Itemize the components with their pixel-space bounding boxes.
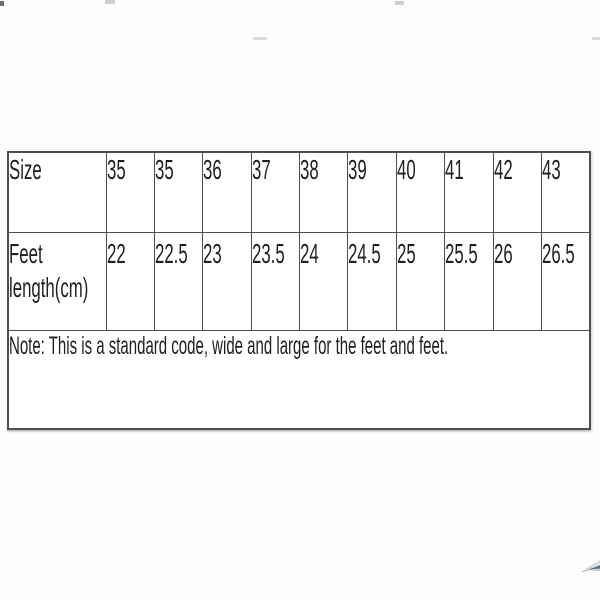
feet-length-value: 22 bbox=[106, 237, 126, 269]
feet-length-value: 25.5 bbox=[445, 237, 478, 269]
feet-length-cell: 26 bbox=[492, 231, 543, 331]
size-row: Size 35 35 36 37 38 39 40 41 42 43 bbox=[7, 151, 591, 233]
note-cell: Note: This is a standard code, wide and … bbox=[7, 329, 591, 430]
feet-length-cell: 25 bbox=[395, 231, 446, 331]
feet-length-cell: 23 bbox=[202, 231, 252, 331]
feet-length-value: 26.5 bbox=[542, 237, 575, 269]
note-text: Note: This is a standard code, wide and … bbox=[9, 331, 449, 360]
size-value: 42 bbox=[493, 154, 513, 185]
size-value-cell: 35 bbox=[105, 151, 155, 233]
feet-length-row: Feet length(cm) 22 22.5 23 23.5 24 24.5 … bbox=[7, 231, 591, 331]
arrow-artifact bbox=[582, 560, 600, 573]
size-value: 36 bbox=[203, 154, 222, 185]
size-value-cell: 36 bbox=[202, 151, 252, 233]
size-value: 35 bbox=[154, 154, 174, 185]
feet-length-value: 23.5 bbox=[251, 237, 285, 269]
feet-length-cell: 25.5 bbox=[444, 231, 494, 331]
smudge-artifact bbox=[395, 1, 404, 5]
feet-length-cell: 23.5 bbox=[250, 231, 301, 331]
feet-length-cell: 24 bbox=[299, 231, 349, 331]
size-row-label: Size bbox=[9, 154, 42, 185]
note-row: Note: This is a standard code, wide and … bbox=[7, 329, 591, 430]
feet-row-label-line1: Feet bbox=[9, 237, 43, 269]
size-value-cell: 35 bbox=[153, 151, 204, 233]
size-value-cell: 42 bbox=[492, 151, 543, 233]
feet-length-value: 26 bbox=[493, 237, 513, 269]
size-row-label-cell: Size bbox=[7, 151, 107, 233]
size-value-cell: 41 bbox=[444, 151, 494, 233]
size-value: 40 bbox=[396, 154, 416, 185]
feet-length-cell: 24.5 bbox=[347, 231, 397, 331]
feet-length-value: 24 bbox=[300, 237, 319, 269]
feet-length-value: 25 bbox=[396, 237, 416, 269]
feet-length-value: 24.5 bbox=[348, 237, 382, 269]
size-value: 43 bbox=[542, 154, 561, 185]
size-value-cell: 40 bbox=[395, 151, 446, 233]
feet-length-value: 22.5 bbox=[154, 237, 188, 269]
dash-artifact bbox=[253, 37, 267, 40]
smudge-artifact bbox=[105, 0, 115, 4]
size-value: 37 bbox=[251, 154, 271, 185]
size-chart-table: Size 35 35 36 37 38 39 40 41 42 43 Feet … bbox=[7, 151, 591, 430]
size-value: 35 bbox=[106, 154, 126, 185]
size-value: 39 bbox=[348, 154, 368, 185]
dash-artifact bbox=[592, 37, 600, 40]
feet-length-cell: 26.5 bbox=[541, 231, 591, 331]
feet-row-label-cell: Feet length(cm) bbox=[7, 231, 107, 331]
size-value-cell: 37 bbox=[250, 151, 301, 233]
size-value: 41 bbox=[445, 154, 464, 185]
size-value-cell: 39 bbox=[347, 151, 397, 233]
size-value-cell: 43 bbox=[541, 151, 591, 233]
feet-length-value: 23 bbox=[203, 237, 222, 269]
feet-length-cell: 22.5 bbox=[153, 231, 204, 331]
size-value-cell: 38 bbox=[299, 151, 349, 233]
feet-length-cell: 22 bbox=[105, 231, 155, 331]
feet-row-label-line2: length(cm) bbox=[9, 271, 89, 303]
size-value: 38 bbox=[300, 154, 319, 185]
smudge-artifact bbox=[0, 1, 4, 6]
